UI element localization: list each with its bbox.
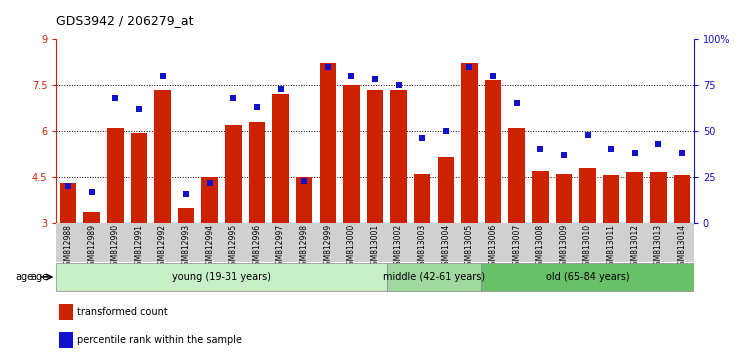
- Text: GSM813009: GSM813009: [560, 224, 568, 270]
- Text: GSM812990: GSM812990: [111, 224, 120, 270]
- Bar: [437, 157, 454, 223]
- Text: GSM812997: GSM812997: [276, 224, 285, 270]
- Point: [511, 101, 523, 106]
- Text: percentile rank within the sample: percentile rank within the sample: [77, 335, 242, 346]
- Bar: [202, 177, 218, 223]
- Text: GSM813005: GSM813005: [465, 224, 474, 270]
- Point: [440, 128, 452, 134]
- Bar: [320, 63, 336, 223]
- Bar: [484, 80, 501, 223]
- Bar: [674, 176, 690, 223]
- Point: [558, 152, 570, 158]
- Bar: [603, 176, 619, 223]
- Bar: [59, 304, 74, 320]
- Text: GSM813003: GSM813003: [418, 224, 427, 270]
- Point: [86, 189, 98, 195]
- Text: GDS3942 / 206279_at: GDS3942 / 206279_at: [56, 14, 194, 27]
- Bar: [387, 263, 482, 291]
- Bar: [390, 90, 406, 223]
- Text: GSM813011: GSM813011: [607, 224, 616, 270]
- Point: [133, 106, 145, 112]
- Bar: [225, 125, 242, 223]
- Bar: [650, 172, 667, 223]
- Bar: [56, 223, 694, 262]
- Text: GSM812989: GSM812989: [87, 224, 96, 270]
- Text: GSM813000: GSM813000: [347, 224, 356, 270]
- Point: [369, 76, 381, 82]
- Text: middle (42-61 years): middle (42-61 years): [383, 272, 485, 282]
- Text: GSM812992: GSM812992: [158, 224, 167, 270]
- Text: GSM813006: GSM813006: [488, 224, 497, 270]
- Text: GSM813004: GSM813004: [441, 224, 450, 270]
- Text: old (65-84 years): old (65-84 years): [546, 272, 629, 282]
- Bar: [461, 63, 478, 223]
- Bar: [249, 122, 266, 223]
- Point: [534, 147, 546, 152]
- Point: [274, 86, 286, 91]
- Bar: [272, 94, 289, 223]
- Text: GSM813012: GSM813012: [630, 224, 639, 270]
- Text: transformed count: transformed count: [77, 307, 168, 317]
- Bar: [56, 263, 387, 291]
- Text: GSM813002: GSM813002: [394, 224, 403, 270]
- Text: GSM812988: GSM812988: [64, 224, 73, 270]
- Text: GSM812996: GSM812996: [253, 224, 262, 270]
- Text: GSM813013: GSM813013: [654, 224, 663, 270]
- Point: [346, 73, 358, 79]
- Bar: [556, 174, 572, 223]
- Point: [652, 141, 664, 147]
- Bar: [532, 171, 548, 223]
- Point: [676, 150, 688, 156]
- Text: age: age: [16, 272, 34, 282]
- Point: [157, 73, 169, 79]
- Text: GSM813007: GSM813007: [512, 224, 521, 270]
- Bar: [296, 177, 313, 223]
- Text: GSM812999: GSM812999: [323, 224, 332, 270]
- Text: GSM813008: GSM813008: [536, 224, 544, 270]
- Text: GSM812991: GSM812991: [134, 224, 143, 270]
- Bar: [579, 168, 596, 223]
- Bar: [178, 208, 194, 223]
- Bar: [414, 174, 430, 223]
- Point: [227, 95, 239, 101]
- Point: [204, 180, 216, 185]
- Point: [416, 136, 428, 141]
- Text: GSM812995: GSM812995: [229, 224, 238, 270]
- Point: [628, 150, 640, 156]
- Bar: [83, 212, 100, 223]
- Text: GSM813010: GSM813010: [583, 224, 592, 270]
- Point: [180, 191, 192, 196]
- Point: [605, 147, 617, 152]
- Text: young (19-31 years): young (19-31 years): [172, 272, 271, 282]
- Bar: [343, 85, 360, 223]
- Point: [581, 132, 593, 137]
- Point: [392, 82, 404, 88]
- Point: [110, 95, 122, 101]
- Bar: [509, 128, 525, 223]
- Point: [464, 64, 476, 69]
- Point: [487, 73, 499, 79]
- Text: GSM813001: GSM813001: [370, 224, 380, 270]
- Point: [298, 178, 310, 183]
- Bar: [107, 128, 124, 223]
- Bar: [154, 90, 171, 223]
- Point: [251, 104, 263, 110]
- Bar: [59, 332, 74, 348]
- Text: age: age: [31, 272, 49, 282]
- Bar: [60, 183, 76, 223]
- Text: GSM813014: GSM813014: [677, 224, 686, 270]
- Point: [322, 64, 334, 69]
- Bar: [626, 172, 643, 223]
- Bar: [130, 132, 147, 223]
- Text: GSM812993: GSM812993: [182, 224, 190, 270]
- Point: [62, 183, 74, 189]
- Text: GSM812994: GSM812994: [206, 224, 214, 270]
- Text: GSM812998: GSM812998: [300, 224, 309, 270]
- Bar: [367, 90, 383, 223]
- Bar: [482, 263, 694, 291]
